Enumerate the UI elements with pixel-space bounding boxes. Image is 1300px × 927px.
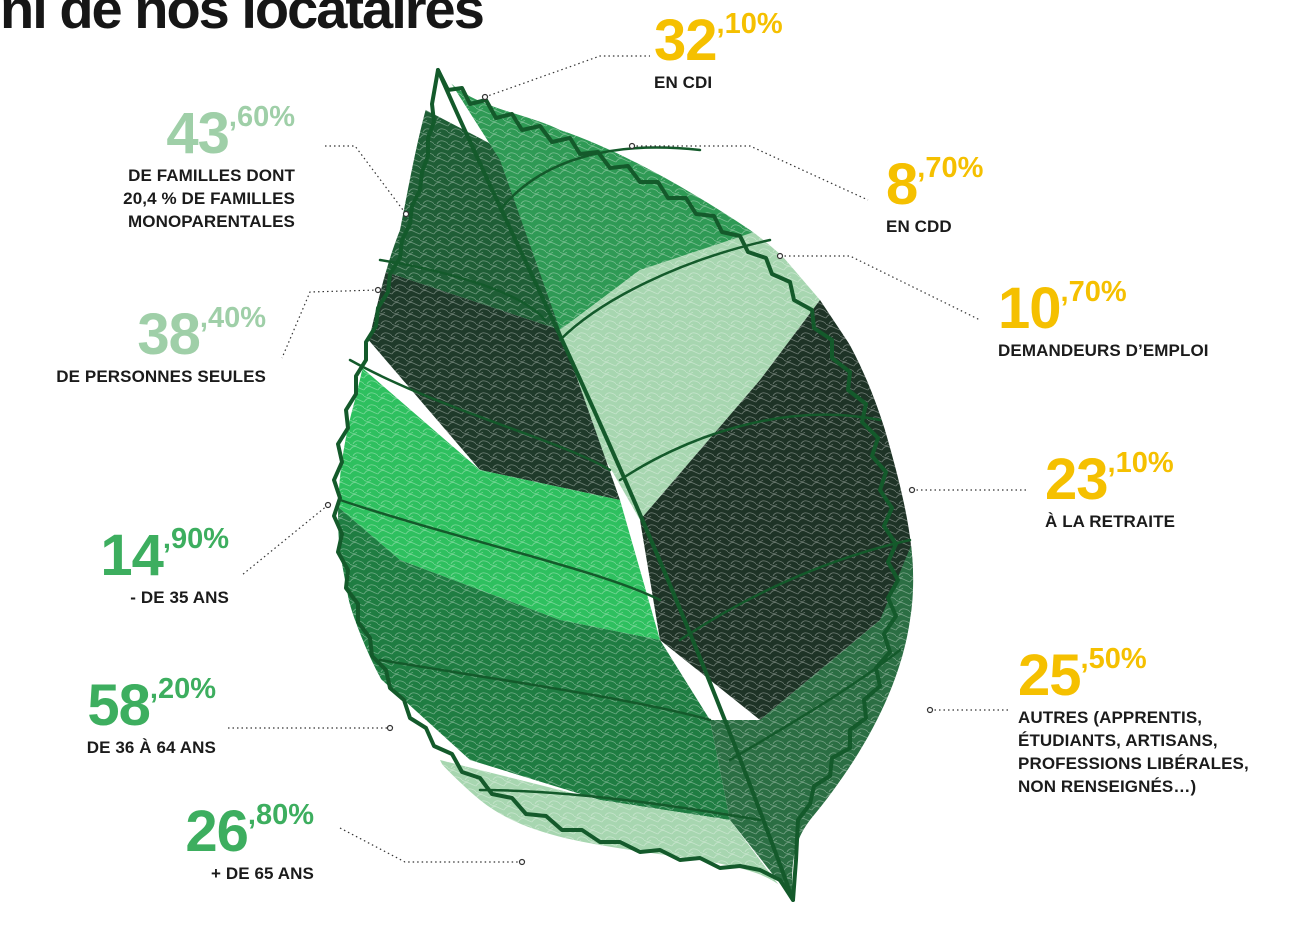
stat-value: 14,90% (100, 523, 229, 588)
stat-demandeurs-emploi: 10,70% DEMANDEURS D’EMPLOI (998, 276, 1209, 362)
leader-dots (324, 93, 934, 866)
leader-lines (228, 55, 1028, 863)
stat-plus-65-ans: 26,80% + DE 65 ANS (185, 799, 314, 885)
stat-label: DEMANDEURS D’EMPLOI (998, 341, 1209, 360)
leaf-outline (332, 68, 900, 902)
stat-label: AUTRES (APPRENTIS, ÉTUDIANTS, ARTISANS, … (1018, 708, 1249, 796)
stat-value: 8,70% (886, 152, 984, 217)
stat-label: DE FAMILLES DONT 20,4 % DE FAMILLES MONO… (123, 166, 295, 231)
stat-label: À LA RETRAITE (1045, 512, 1176, 531)
stat-label: EN CDI (654, 73, 713, 92)
stat-value: 43,60% (166, 101, 295, 166)
stat-value: 32,10% (654, 8, 783, 73)
stat-36-64-ans: 58,20% DE 36 À 64 ANS (86, 673, 216, 759)
stat-autres: 25,50% AUTRES (APPRENTIS, ÉTUDIANTS, ART… (1018, 643, 1249, 798)
stat-value: 38,40% (137, 302, 266, 367)
stat-label: + DE 65 ANS (211, 864, 314, 883)
leaf-veins (338, 68, 912, 902)
stat-moins-35-ans: 14,90% - DE 35 ANS (100, 523, 229, 609)
stat-value: 58,20% (87, 673, 216, 738)
stat-familles: 43,60% DE FAMILLES DONT 20,4 % DE FAMILL… (123, 101, 295, 233)
stat-value: 26,80% (185, 799, 314, 864)
stat-label: - DE 35 ANS (130, 588, 229, 607)
stat-cdi: 32,10% EN CDI (654, 8, 783, 94)
stat-value: 10,70% (998, 276, 1127, 341)
stat-value: 23,10% (1045, 447, 1174, 512)
stat-retraite: 23,10% À LA RETRAITE (1045, 447, 1176, 533)
page-title: ni de nos locataires (0, 0, 485, 40)
stat-label: DE PERSONNES SEULES (56, 367, 266, 386)
stat-cdd: 8,70% EN CDD (886, 152, 984, 238)
stat-value: 25,50% (1018, 643, 1147, 708)
stat-label: EN CDD (886, 217, 952, 236)
stat-label: DE 36 À 64 ANS (86, 738, 216, 757)
stat-personnes-seules: 38,40% DE PERSONNES SEULES (56, 302, 266, 388)
